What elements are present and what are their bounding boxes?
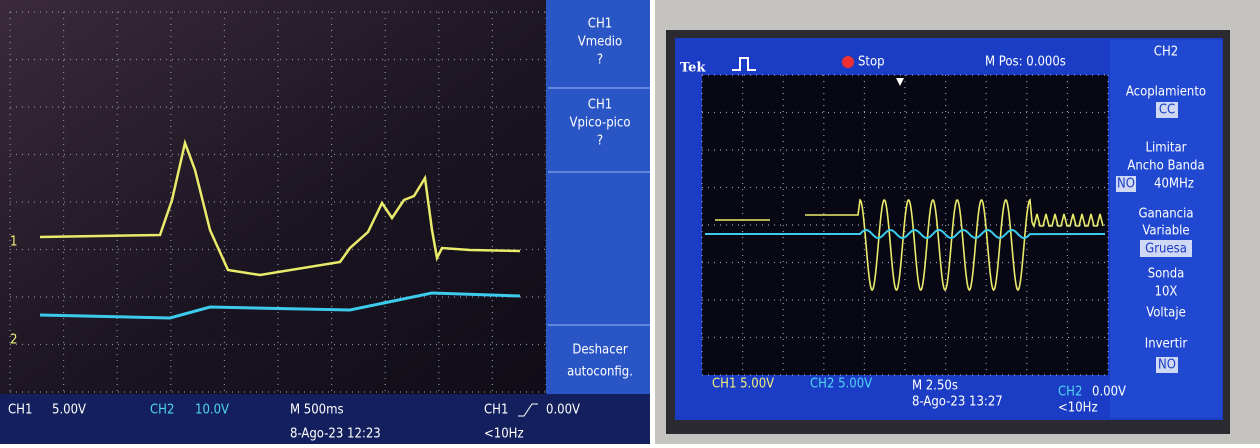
menu-text: Sonda	[1148, 267, 1185, 282]
status-text: 10.0V	[195, 403, 229, 418]
stop-indicator	[842, 56, 854, 68]
menu-text: ?	[597, 53, 603, 68]
menu-text: Ancho Banda	[1127, 159, 1204, 174]
menu-text: CH1	[588, 17, 612, 32]
ch2-marker: 2	[10, 333, 17, 348]
menu-text: CH1	[588, 98, 612, 113]
status-text: CH2 5.00V	[810, 377, 872, 392]
menu-text: Deshacer	[572, 343, 628, 358]
menu-text: Vmedio	[578, 35, 622, 50]
status-text: 5.00V	[52, 403, 86, 418]
menu-text: Acoplamiento	[1126, 85, 1206, 100]
menu-text: Variable	[1142, 224, 1189, 239]
status-text: CH1	[484, 403, 508, 418]
menu-text: NO	[1158, 358, 1176, 373]
brand: Tek	[680, 61, 706, 76]
state-text: Stop	[858, 55, 885, 70]
channel-text: CH2	[1154, 45, 1178, 60]
position-text: M Pos: 0.000s	[985, 55, 1066, 70]
status-text: M 2.50s	[912, 379, 958, 394]
menu-text: 10X	[1155, 285, 1178, 300]
status-text: 8-Ago-23 13:27	[912, 395, 1003, 410]
menu-text: ?	[597, 134, 603, 149]
ch1-marker: 1	[10, 235, 17, 250]
status-text: <10Hz	[484, 427, 524, 442]
status-text: 0.00V	[546, 403, 580, 418]
status-text: 0.00V	[1092, 385, 1126, 400]
menu-text: CC	[1159, 103, 1175, 118]
status-text: CH1 5.00V	[712, 377, 774, 392]
menu-text: NO	[1117, 177, 1135, 192]
status-text: CH2	[150, 403, 174, 418]
status-text: 8-Ago-23 12:23	[290, 427, 381, 442]
menu-text: Voltaje	[1146, 306, 1186, 321]
status-text: CH1	[8, 403, 32, 418]
menu-text: Ganancia	[1138, 207, 1193, 222]
scene: 1 2 CH1 Vmedio ? CH1 Vpico-pico ? Deshac…	[0, 0, 1260, 444]
menu-text: 40MHz	[1154, 177, 1194, 192]
status-text: M 500ms	[290, 403, 344, 418]
menu-text: Vpico-pico	[570, 116, 631, 131]
status-text: CH2	[1058, 385, 1082, 400]
status-text: <10Hz	[1058, 401, 1098, 416]
menu-text: Invertir	[1145, 337, 1188, 352]
menu-text: Limitar	[1146, 141, 1187, 156]
menu-text: Gruesa	[1145, 242, 1187, 257]
menu-text: autoconfig.	[567, 365, 633, 380]
